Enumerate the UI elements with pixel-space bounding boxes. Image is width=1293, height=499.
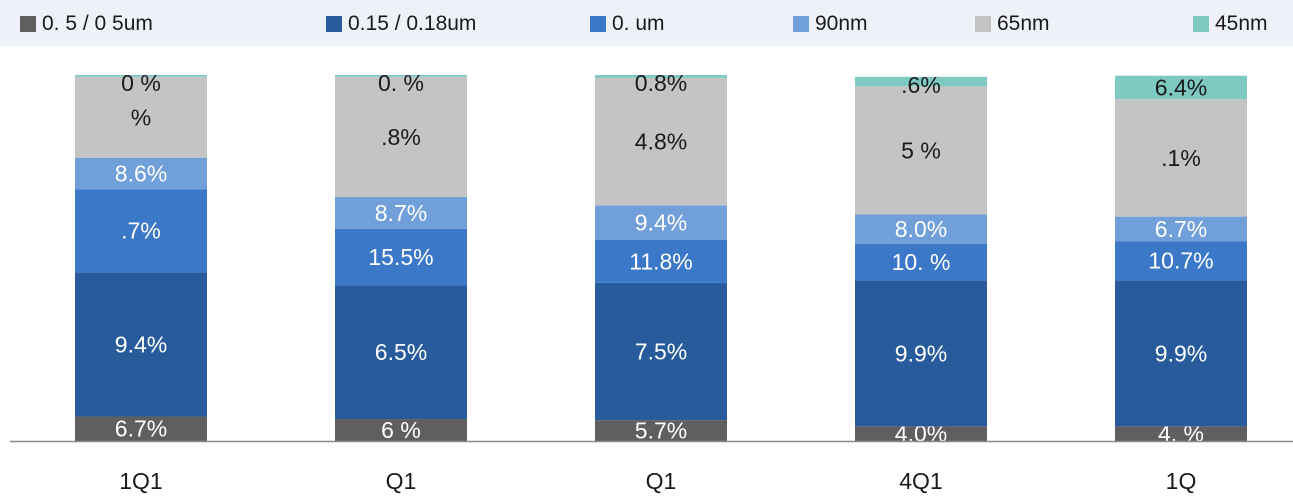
legend-label: 0. um: [612, 12, 665, 35]
bar-segment: [855, 280, 987, 427]
bar-segment: [75, 189, 207, 273]
x-tick-label: Q1: [646, 468, 677, 494]
bar-segment: [1115, 280, 1247, 427]
bar-segment: [595, 420, 727, 441]
bar-segment: [335, 419, 467, 441]
x-tick-label: 4Q1: [899, 468, 942, 494]
legend-label: 90nm: [815, 12, 868, 35]
legend-item: 0. 5 / 0 5um: [20, 12, 153, 36]
legend-swatch: [1193, 16, 1209, 32]
data-label: 7.5%: [635, 339, 687, 365]
data-label: 0 %: [121, 70, 161, 96]
data-label: .8%: [381, 124, 421, 150]
data-label: 6.5%: [375, 339, 427, 365]
data-label: .1%: [1161, 145, 1201, 171]
bar-segment: [595, 77, 727, 206]
legend-item: 45nm: [1193, 12, 1268, 36]
x-tick-label: 1Q1: [119, 468, 162, 494]
data-label: 0.8%: [635, 70, 687, 96]
data-label: 9.4%: [115, 331, 167, 357]
data-label: 8.7%: [375, 200, 427, 226]
bar-segment: [595, 205, 727, 240]
bar-segment: [75, 75, 207, 77]
bar-segment: [855, 426, 987, 441]
data-label: 0. %: [378, 70, 424, 96]
data-label: 5.7%: [635, 418, 687, 444]
data-label: 6 %: [381, 417, 421, 443]
data-label: 9.9%: [895, 340, 947, 366]
legend-label: 65nm: [997, 12, 1050, 35]
data-label: .7%: [121, 218, 161, 244]
data-label: 8.6%: [115, 160, 167, 186]
data-label: 11.8%: [629, 248, 693, 274]
bar-segment: [595, 239, 727, 283]
legend: 0. 5 / 0 5um 0.15 / 0.18um 0. um 90nm 65nm 45…: [0, 0, 1293, 46]
data-label: 6.4%: [1155, 74, 1207, 100]
bar-segment: [595, 75, 727, 78]
bar-segment: [1115, 241, 1247, 281]
data-label: 6.7%: [1155, 216, 1207, 242]
data-label: 15.5%: [368, 244, 433, 270]
bar-segment: [855, 86, 987, 215]
data-label: %: [131, 104, 151, 130]
bar-segment: [335, 285, 467, 420]
bar-segment: [335, 228, 467, 286]
data-label: 10. %: [892, 249, 951, 275]
legend-item: 0. um: [590, 12, 665, 36]
legend-swatch: [590, 16, 606, 32]
data-label: 9.4%: [635, 209, 687, 235]
x-tick-label: 1Q: [1166, 468, 1197, 494]
legend-label: 45nm: [1215, 12, 1268, 35]
data-label: 6.7%: [115, 416, 167, 442]
bar-segment: [75, 157, 207, 190]
bar-segment: [75, 76, 207, 158]
bar-segment: [1115, 216, 1247, 242]
bar-segment: [335, 196, 467, 229]
legend-item: 0.15 / 0.18um: [326, 12, 476, 36]
legend-swatch: [793, 16, 809, 32]
legend-swatch: [20, 16, 36, 32]
data-label: 8.0%: [895, 216, 947, 242]
bar-segment: [855, 214, 987, 244]
legend-label: 0. 5 / 0 5um: [42, 12, 153, 35]
bar-segment: [1115, 99, 1247, 217]
bar-segment: [855, 243, 987, 281]
bar-segment: [1115, 426, 1247, 441]
legend-swatch: [326, 16, 342, 32]
data-label: 5 %: [901, 137, 941, 163]
x-tick-label: Q1: [386, 468, 417, 494]
data-label: 9.9%: [1155, 340, 1207, 366]
bar-segment: [855, 76, 987, 87]
bar-segment: [1115, 75, 1247, 100]
data-label: .6%: [901, 72, 941, 98]
bar-segment: [335, 76, 467, 197]
bar-segment: [75, 272, 207, 417]
bar-segment: [595, 282, 727, 421]
legend-label: 0.15 / 0.18um: [348, 12, 477, 35]
data-label: 10.7%: [1148, 248, 1213, 274]
legend-item: 65nm: [975, 12, 1050, 36]
bar-segment: [75, 416, 207, 441]
legend-item: 90nm: [793, 12, 868, 36]
bar-segment: [335, 75, 467, 77]
data-label: 4.8%: [635, 129, 687, 155]
legend-swatch: [975, 16, 991, 32]
